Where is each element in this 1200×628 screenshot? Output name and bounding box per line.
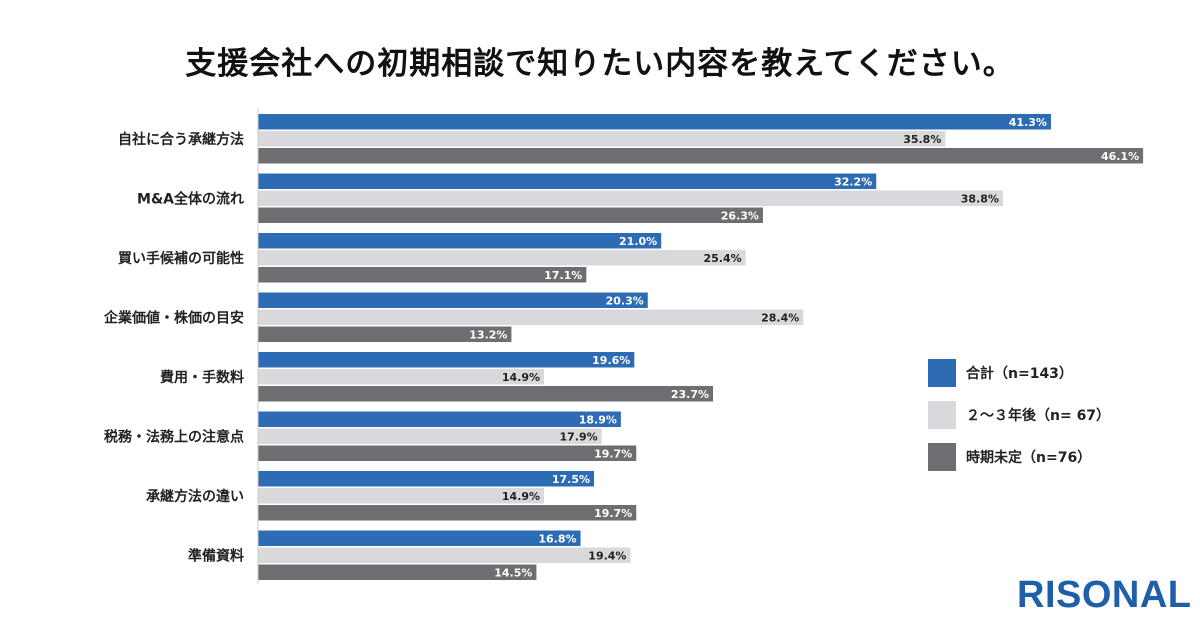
data-label: 19.7%: [594, 507, 632, 520]
bar-3: [258, 564, 537, 580]
data-label: 38.8%: [961, 192, 999, 205]
category-label: 税務・法務上の注意点: [104, 428, 244, 445]
data-label: 46.1%: [1101, 150, 1139, 163]
bar-2: [258, 488, 545, 504]
data-label: 14.9%: [502, 371, 540, 384]
bar-1: [258, 471, 594, 487]
category-label: 費用・手数料: [160, 369, 244, 386]
category-label: 買い手候補の可能性: [118, 250, 244, 267]
data-label: 17.9%: [560, 430, 598, 443]
bar-3: [258, 148, 1144, 164]
bar-2: [258, 369, 545, 385]
legend-swatch-2-3-years: [928, 401, 956, 429]
category-label: 企業価値・株価の目安: [103, 309, 244, 326]
data-label: 25.4%: [704, 252, 742, 265]
data-label: 14.5%: [494, 566, 532, 579]
bar-1: [258, 173, 877, 189]
chart-title: 支援会社への初期相談で知りたい内容を教えてください。: [185, 46, 1015, 82]
bar-3: [258, 267, 587, 283]
brand-logo: RISONAL: [1017, 574, 1192, 616]
data-label: 17.1%: [544, 269, 582, 282]
data-label: 13.2%: [469, 328, 507, 341]
legend-item-undecided: 時期未定（n=76）: [928, 443, 1091, 471]
category-label: 準備資料: [188, 547, 244, 564]
bar-2: [258, 250, 746, 266]
data-label: 18.9%: [579, 413, 617, 426]
bar-2: [258, 190, 1003, 206]
bar-2: [258, 547, 631, 563]
legend-item-2-3-years: ２～３年後（n= 67）: [928, 401, 1110, 429]
bar-3: [258, 207, 763, 223]
bar-1: [258, 530, 581, 546]
category-label: 自社に合う承継方法: [118, 131, 244, 148]
data-label: 14.9%: [502, 490, 540, 503]
bar-3: [258, 326, 512, 342]
bar-2: [258, 428, 602, 444]
legend-swatch-undecided: [928, 443, 956, 471]
category-label: 承継方法の違い: [146, 488, 244, 505]
bar-3: [258, 445, 637, 461]
legend-label-2-3-years: ２～３年後（n= 67）: [966, 408, 1111, 424]
legend-label-total: 合計（n=143）: [966, 366, 1073, 382]
bar-1: [258, 411, 621, 427]
bar-3: [258, 505, 637, 521]
legend-item-total: 合計（n=143）: [928, 359, 1073, 387]
bar-3: [258, 386, 714, 402]
data-label: 19.4%: [588, 549, 626, 562]
legend-swatch-total: [928, 359, 956, 387]
data-label: 17.5%: [552, 473, 590, 486]
data-label: 20.3%: [606, 294, 644, 307]
data-label: 35.8%: [903, 133, 941, 146]
bar-2: [258, 131, 946, 147]
bar-1: [258, 114, 1051, 130]
data-label: 16.8%: [538, 532, 576, 545]
legend-label-undecided: 時期未定（n=76）: [966, 450, 1092, 466]
data-label: 28.4%: [761, 311, 799, 324]
category-label: M&A全体の流れ: [137, 190, 244, 207]
data-label: 23.7%: [671, 388, 709, 401]
data-label: 32.2%: [834, 175, 872, 188]
bar-1: [258, 352, 635, 368]
data-label: 19.7%: [594, 447, 632, 460]
bar-2: [258, 309, 804, 325]
data-label: 26.3%: [721, 209, 759, 222]
bar-1: [258, 292, 648, 308]
data-label: 21.0%: [619, 235, 657, 248]
bar-1: [258, 233, 662, 249]
data-label: 19.6%: [592, 354, 630, 367]
data-label: 41.3%: [1009, 116, 1047, 129]
